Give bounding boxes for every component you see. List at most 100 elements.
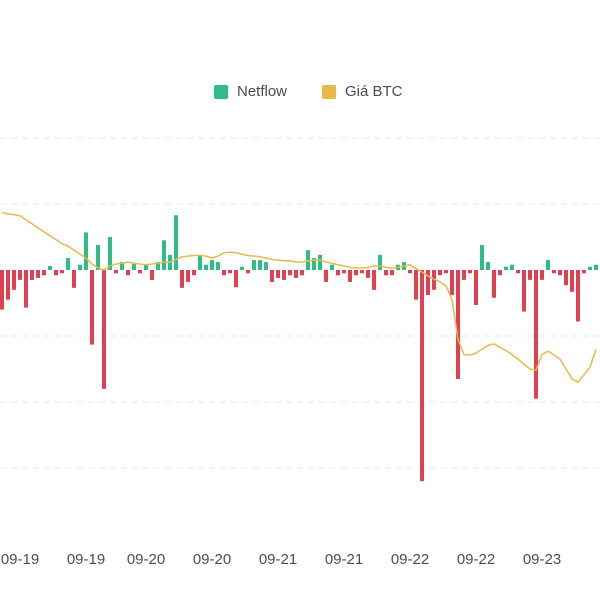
x-axis: 09-19 09-19 09-20 09-20 09-21 09-21 09-22 09-22… <box>1 551 561 568</box>
bar <box>480 244 484 270</box>
bar <box>216 262 220 270</box>
x-tick-label: 09-21 <box>325 551 363 568</box>
bar <box>252 260 256 270</box>
x-tick-label: 09-21 <box>259 551 297 568</box>
bar <box>156 262 160 270</box>
bar <box>48 266 52 270</box>
bar <box>114 270 118 274</box>
bar <box>414 270 418 300</box>
bar <box>240 266 244 270</box>
bar <box>12 270 16 290</box>
bar <box>510 264 514 270</box>
bar <box>336 270 340 276</box>
bar <box>204 264 208 270</box>
bar <box>162 240 166 270</box>
bar <box>552 270 556 274</box>
bar <box>144 264 148 270</box>
legend-label: Giá BTC <box>345 83 403 100</box>
bar <box>534 270 538 399</box>
bar <box>420 270 424 482</box>
bar <box>516 270 520 274</box>
bar <box>582 270 586 274</box>
bar <box>258 260 262 270</box>
bar <box>78 264 82 270</box>
bar <box>522 270 526 312</box>
bar <box>360 270 364 274</box>
bar <box>108 237 112 270</box>
bar <box>558 270 562 276</box>
legend-label: Netflow <box>237 83 287 100</box>
bar <box>504 266 508 270</box>
bar <box>264 262 268 270</box>
bar <box>498 270 502 276</box>
bar <box>66 258 70 270</box>
bar <box>234 270 238 288</box>
bar <box>546 260 550 270</box>
bar <box>354 270 358 276</box>
bar <box>192 270 196 276</box>
legend-swatch <box>214 85 228 99</box>
bar <box>246 270 250 274</box>
bar <box>456 270 460 379</box>
bar <box>30 270 34 280</box>
bar <box>102 270 106 389</box>
bar <box>588 266 592 270</box>
bar <box>96 244 100 270</box>
grid <box>0 137 600 469</box>
bar <box>186 270 190 282</box>
bar <box>198 254 202 270</box>
bar <box>18 270 22 280</box>
bar <box>348 270 352 282</box>
bar <box>426 270 430 296</box>
bar <box>180 270 184 288</box>
bar <box>72 270 76 288</box>
bar <box>24 270 28 308</box>
bar <box>276 270 280 278</box>
legend: Netflow Giá BTC <box>214 83 403 100</box>
bar <box>462 270 466 280</box>
bar <box>288 270 292 276</box>
bars <box>0 215 598 482</box>
bar <box>594 264 598 270</box>
bar <box>174 215 178 270</box>
bar <box>324 270 328 282</box>
x-tick-label: 09-19 <box>1 551 39 568</box>
bar <box>126 270 130 276</box>
bar <box>438 270 442 276</box>
bar <box>486 262 490 270</box>
bar <box>282 270 286 280</box>
price-line <box>1 211 597 383</box>
bar <box>492 270 496 298</box>
bar <box>84 232 88 270</box>
bar <box>408 270 412 274</box>
bar <box>564 270 568 286</box>
bar <box>312 258 316 270</box>
bar <box>474 270 478 305</box>
bar <box>210 260 214 270</box>
bar <box>318 254 322 270</box>
bar <box>570 270 574 292</box>
bar <box>468 270 472 274</box>
x-tick-label: 09-23 <box>523 551 561 568</box>
bar <box>444 270 448 274</box>
x-tick-label: 09-20 <box>127 551 165 568</box>
x-tick-label: 09-20 <box>193 551 231 568</box>
bar <box>528 270 532 280</box>
bar <box>450 270 454 296</box>
bar <box>0 270 4 310</box>
bar <box>150 270 154 280</box>
bar <box>384 270 388 276</box>
bar <box>36 270 40 278</box>
bar <box>42 270 46 276</box>
bar <box>390 270 394 276</box>
bar <box>378 254 382 270</box>
x-tick-label: 09-19 <box>67 551 105 568</box>
bar <box>294 270 298 278</box>
bar <box>120 262 124 270</box>
bar <box>366 270 370 278</box>
bar <box>270 270 274 282</box>
bar <box>372 270 376 290</box>
bar <box>228 270 232 274</box>
